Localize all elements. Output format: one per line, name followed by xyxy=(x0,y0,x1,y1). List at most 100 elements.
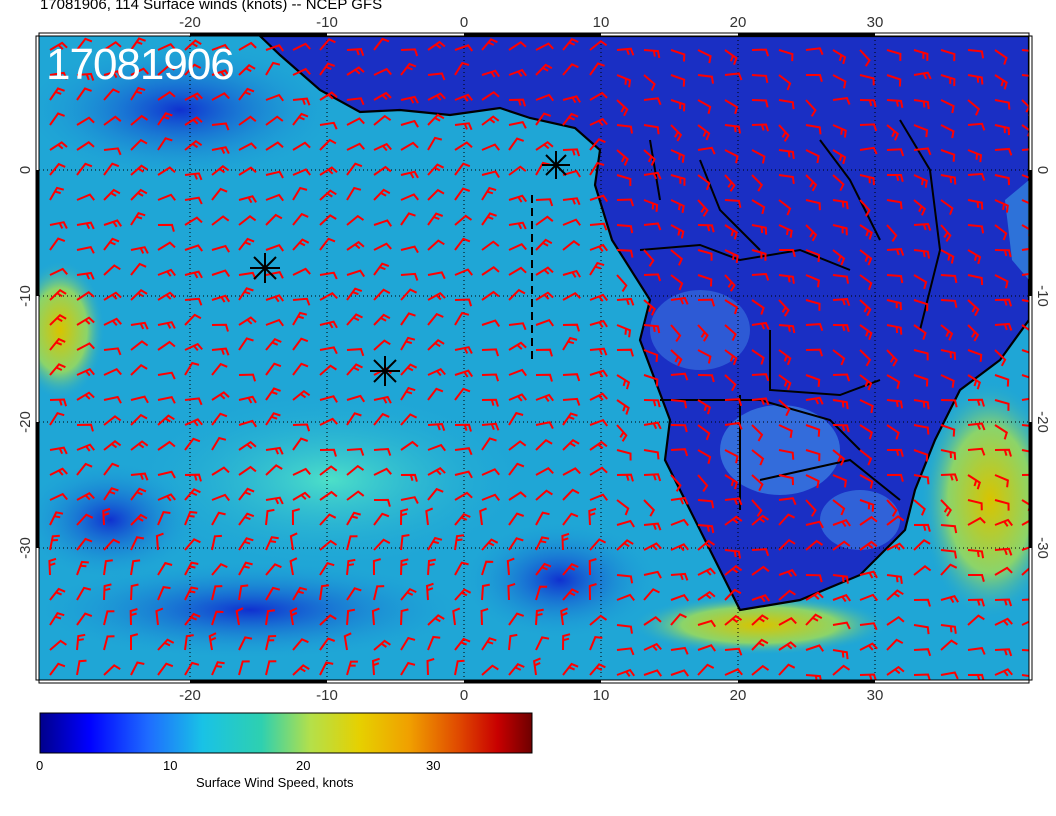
wind-barb xyxy=(805,274,820,288)
wind-barb xyxy=(643,421,662,430)
wind-barb xyxy=(481,398,499,407)
wind-barb xyxy=(724,174,736,192)
wind-barb xyxy=(211,610,224,626)
wind-barb xyxy=(940,624,957,634)
wind-barb xyxy=(967,474,981,490)
wind-barb xyxy=(859,274,873,291)
wind-barb xyxy=(238,287,254,301)
wind-barb xyxy=(373,114,392,126)
wind-barb xyxy=(967,249,982,265)
wind-barb xyxy=(319,448,337,457)
wind-barb xyxy=(481,240,500,251)
wind-barb xyxy=(562,112,579,126)
wind-barb xyxy=(535,438,553,451)
wind-barb xyxy=(76,391,95,401)
wind-barb xyxy=(1021,519,1029,526)
wind-barb xyxy=(103,237,120,251)
wind-barb xyxy=(616,473,634,482)
wind-barb xyxy=(832,518,852,528)
wind-barb xyxy=(697,49,712,64)
wind-barb xyxy=(427,40,446,51)
wind-barb xyxy=(265,170,284,179)
colorbar-tick: 20 xyxy=(296,758,311,773)
wind-barb xyxy=(49,467,68,476)
wind-barb xyxy=(940,249,955,264)
wind-barb xyxy=(670,349,683,367)
wind-barb xyxy=(643,149,656,166)
wind-barb xyxy=(427,72,446,81)
wind-barb xyxy=(184,488,201,501)
wind-barb xyxy=(400,95,419,104)
wind-barb xyxy=(454,637,471,651)
wind-barb xyxy=(616,374,631,390)
wind-barb xyxy=(400,636,416,651)
wind-barb xyxy=(967,516,986,526)
wind-barb xyxy=(454,561,469,576)
wind-barb xyxy=(103,559,113,576)
lat-label: 0 xyxy=(1034,166,1051,174)
wind-barb xyxy=(670,199,685,213)
wind-barb xyxy=(508,440,527,451)
wind-barb xyxy=(238,440,257,451)
wind-barb xyxy=(479,507,487,526)
wind-barb xyxy=(859,540,878,551)
wind-barb xyxy=(940,524,958,534)
wind-barb xyxy=(103,664,121,676)
wind-barb xyxy=(481,290,500,301)
wind-barb xyxy=(778,641,797,651)
wind-barb xyxy=(643,449,660,460)
wind-barb xyxy=(425,507,434,526)
wind-barb xyxy=(481,212,497,226)
wind-barb xyxy=(589,39,608,51)
wind-barb xyxy=(481,170,500,179)
lon-label: 20 xyxy=(730,687,747,704)
wind-barb xyxy=(805,539,824,551)
wind-barb xyxy=(643,97,662,106)
wind-barb xyxy=(400,62,417,76)
wind-barb xyxy=(157,90,176,101)
wind-barb xyxy=(346,587,362,601)
wind-barb xyxy=(292,337,309,351)
colorbar-tick: 10 xyxy=(163,758,178,773)
wind-barb xyxy=(184,418,203,427)
wind-barb xyxy=(643,324,661,334)
wind-barb xyxy=(562,95,581,104)
wind-barb xyxy=(130,321,149,330)
wind-barb xyxy=(535,373,553,382)
wind-barb xyxy=(886,542,905,551)
wind-barb xyxy=(967,299,980,317)
wind-barb xyxy=(373,339,391,351)
wind-barb xyxy=(508,242,527,251)
wind-barb xyxy=(507,582,516,601)
wind-barb xyxy=(211,294,231,303)
wind-barb xyxy=(535,318,555,327)
wind-barb xyxy=(670,424,688,433)
wind-barb xyxy=(319,490,338,501)
wind-barb xyxy=(265,464,283,476)
wind-barb xyxy=(724,49,738,66)
wind-barb xyxy=(589,538,607,551)
wind-barb xyxy=(670,49,686,62)
wind-barb xyxy=(778,349,792,366)
wind-barb xyxy=(913,499,926,516)
wind-barb xyxy=(184,612,201,626)
wind-barb xyxy=(562,662,579,676)
wind-barb xyxy=(859,515,878,526)
wind-barb xyxy=(913,539,931,551)
wind-barb xyxy=(616,149,629,166)
wind-barb xyxy=(157,371,176,380)
wind-barb xyxy=(724,374,737,392)
wind-barb xyxy=(292,168,311,176)
wind-barb xyxy=(832,97,851,105)
colorbar-tick: 30 xyxy=(426,758,441,773)
wind-barb xyxy=(1021,224,1029,236)
wind-barb xyxy=(670,224,685,239)
wind-barb xyxy=(616,174,632,187)
wind-barb xyxy=(562,323,580,332)
wind-barb xyxy=(130,661,145,676)
wind-barb xyxy=(913,349,929,361)
wind-barb xyxy=(724,614,743,626)
wind-barb xyxy=(130,413,148,426)
wind-barb xyxy=(319,465,338,476)
wind-barb xyxy=(238,316,257,326)
